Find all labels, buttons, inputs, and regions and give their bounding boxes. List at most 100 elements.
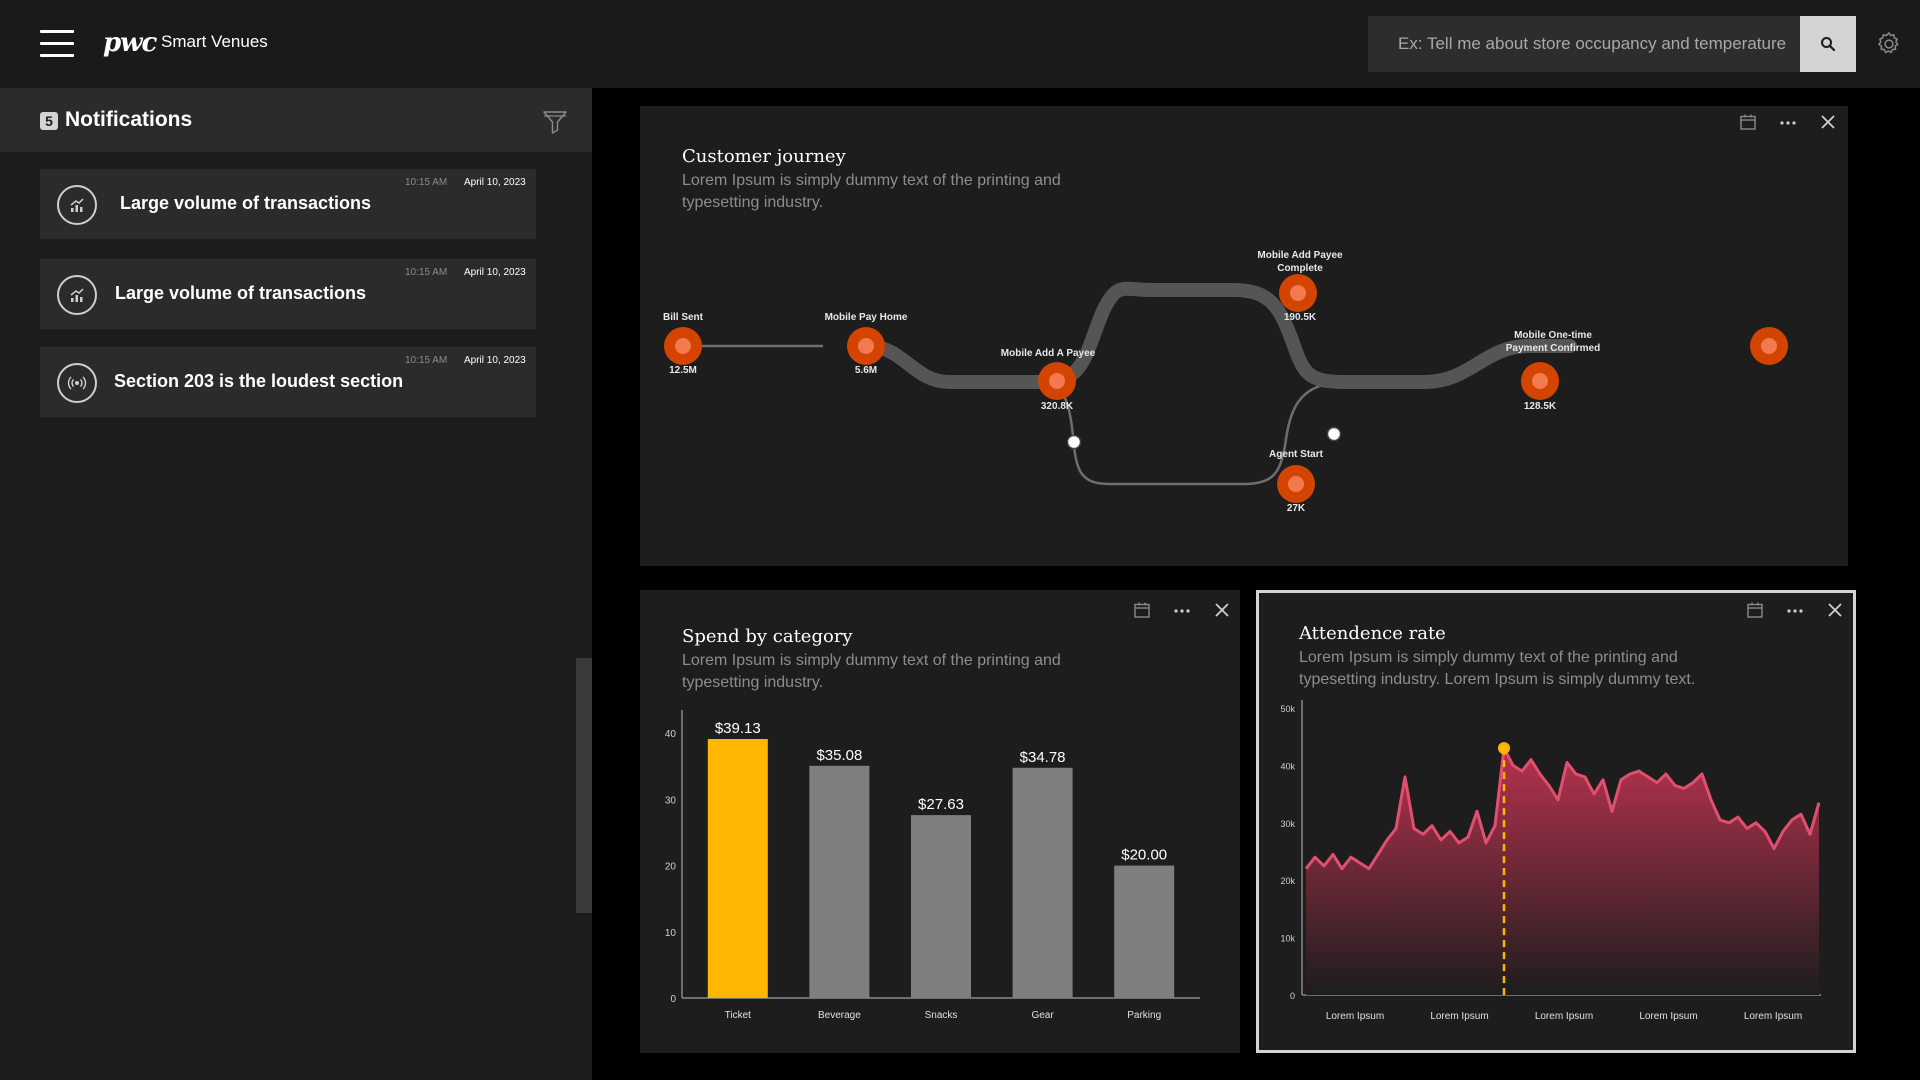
panel-toolbar bbox=[1132, 600, 1232, 620]
journey-node-label: Bill Sent bbox=[663, 312, 704, 323]
y-tick-label: 30 bbox=[665, 795, 677, 806]
panel-toolbar bbox=[1745, 600, 1845, 620]
bar bbox=[1012, 767, 1073, 998]
chart-up-icon bbox=[57, 185, 97, 225]
journey-node[interactable] bbox=[1279, 274, 1317, 312]
notification-count-badge: 5 bbox=[40, 112, 58, 130]
calendar-icon[interactable] bbox=[1745, 600, 1765, 620]
journey-node-label: Mobile Add A Payee bbox=[1001, 348, 1096, 359]
notification-date: April 10, 2023 bbox=[464, 355, 526, 366]
sidebar-scrollbar[interactable] bbox=[576, 658, 592, 913]
notifications-sidebar: 5 Notifications Large volume of transact… bbox=[0, 88, 592, 1080]
x-tick-label: Gear bbox=[1031, 1010, 1054, 1021]
notification-date: April 10, 2023 bbox=[464, 267, 526, 278]
notification-text: Large volume of transactions bbox=[115, 283, 367, 303]
panel-description: Lorem Ipsum is simply dummy text of the … bbox=[682, 172, 1061, 211]
journey-node-label: Mobile Add Payee bbox=[1257, 250, 1343, 261]
spend-bar-chart: 0 10 20 30 40 $39.13 Ticket $35.08 Beverage $27.6… bbox=[665, 710, 1200, 1021]
area-fill bbox=[1306, 748, 1819, 995]
notifications-title: Notifications bbox=[65, 108, 193, 131]
notification-card[interactable]: Large volume of transactions 10:15 AM Ap… bbox=[40, 259, 536, 329]
bar bbox=[1114, 865, 1175, 998]
panel-description: Lorem Ipsum is simply dummy text of the … bbox=[682, 652, 1061, 691]
panel-title: Attendence rate bbox=[1299, 623, 1446, 644]
app-name: Smart Venues bbox=[161, 32, 268, 51]
close-icon[interactable] bbox=[1818, 112, 1838, 132]
x-tick-label: Beverage bbox=[818, 1010, 861, 1021]
journey-node-value: 320.8K bbox=[1041, 401, 1074, 412]
journey-node-label: Mobile One-time bbox=[1514, 330, 1592, 341]
y-tick-label: 40 bbox=[665, 729, 677, 740]
journey-node-value: 128.5K bbox=[1524, 401, 1557, 412]
journey-node[interactable] bbox=[1277, 465, 1315, 503]
notification-text: Section 203 is the loudest section bbox=[114, 371, 404, 391]
x-tick-label: Parking bbox=[1127, 1010, 1161, 1021]
more-options-icon[interactable] bbox=[1778, 112, 1798, 132]
notification-card[interactable]: Large volume of transactions 10:15 AM Ap… bbox=[40, 169, 536, 239]
bar bbox=[707, 738, 768, 998]
notification-card[interactable]: Section 203 is the loudest section 10:15… bbox=[40, 347, 536, 417]
bar-value-label: $39.13 bbox=[715, 720, 761, 737]
journey-node[interactable] bbox=[1521, 362, 1559, 400]
calendar-icon[interactable] bbox=[1132, 600, 1152, 620]
x-tick-label: Lorem Ipsum bbox=[1535, 1011, 1593, 1022]
menu-icon[interactable] bbox=[40, 30, 74, 58]
bar bbox=[809, 765, 870, 998]
x-tick-label: Ticket bbox=[725, 1010, 752, 1021]
notification-time: 10:15 AM bbox=[405, 267, 448, 278]
bar-value-label: $35.08 bbox=[816, 747, 862, 764]
journey-node-label: Mobile Pay Home bbox=[825, 312, 908, 323]
more-options-icon[interactable] bbox=[1785, 600, 1805, 620]
notifications-header: 5 Notifications bbox=[0, 88, 592, 152]
notification-text: Large volume of transactions bbox=[120, 193, 372, 213]
sound-icon bbox=[57, 363, 97, 403]
search-icon bbox=[1821, 37, 1836, 52]
calendar-icon[interactable] bbox=[1738, 112, 1758, 132]
journey-node-value: 12.5M bbox=[669, 365, 697, 376]
journey-node[interactable] bbox=[664, 327, 702, 365]
journey-node-value: 190.5K bbox=[1284, 312, 1317, 323]
x-tick-label: Lorem Ipsum bbox=[1639, 1011, 1697, 1022]
panel-description: Lorem Ipsum is simply dummy text of the … bbox=[1299, 649, 1696, 688]
bar-value-label: $27.63 bbox=[918, 796, 964, 813]
journey-node-value: 5.6M bbox=[855, 365, 877, 376]
notification-time: 10:15 AM bbox=[405, 355, 448, 366]
bar-value-label: $20.00 bbox=[1121, 847, 1167, 864]
notification-time: 10:15 AM bbox=[405, 177, 448, 188]
x-tick-label: Lorem Ipsum bbox=[1430, 1011, 1488, 1022]
more-options-icon[interactable] bbox=[1172, 600, 1192, 620]
journey-flow-chart: Bill Sent 12.5M Mobile Pay Home 5.6M Mob… bbox=[663, 250, 1788, 514]
top-bar: pwc Smart Venues bbox=[0, 0, 1920, 88]
panel-title: Spend by category bbox=[682, 626, 853, 647]
bar bbox=[911, 815, 971, 998]
close-icon[interactable] bbox=[1212, 600, 1232, 620]
search-input[interactable] bbox=[1368, 16, 1800, 72]
area-line bbox=[1304, 746, 1821, 871]
journey-node[interactable] bbox=[1750, 327, 1788, 365]
y-tick-label: 0 bbox=[1290, 991, 1295, 1001]
y-tick-label: 40k bbox=[1280, 761, 1295, 771]
journey-node-value: 27K bbox=[1287, 503, 1306, 514]
chart-up-icon bbox=[57, 275, 97, 315]
y-tick-label: 20k bbox=[1280, 876, 1295, 886]
journey-node-label: Complete bbox=[1277, 263, 1323, 274]
spend-by-category-panel: Spend by category Lorem Ipsum is simply … bbox=[640, 590, 1240, 1053]
journey-node-label: Agent Start bbox=[1269, 449, 1324, 460]
panel-title: Customer journey bbox=[682, 146, 846, 167]
pwc-logo: pwc bbox=[103, 28, 157, 58]
journey-node[interactable] bbox=[1038, 362, 1076, 400]
journey-node[interactable] bbox=[847, 327, 885, 365]
journey-node-label: Payment Confirmed bbox=[1506, 343, 1600, 354]
panel-toolbar bbox=[1738, 112, 1838, 132]
y-tick-label: 30k bbox=[1280, 819, 1295, 829]
x-tick-label: Snacks bbox=[925, 1010, 958, 1021]
y-tick-label: 50k bbox=[1280, 704, 1295, 714]
customer-journey-panel: Customer journey Lorem Ipsum is simply d… bbox=[640, 106, 1848, 566]
gear-icon[interactable] bbox=[1876, 31, 1902, 57]
close-icon[interactable] bbox=[1825, 600, 1845, 620]
y-tick-label: 10k bbox=[1280, 934, 1295, 944]
search-button[interactable] bbox=[1800, 16, 1856, 72]
y-tick-label: 0 bbox=[670, 994, 676, 1005]
filter-icon[interactable] bbox=[541, 108, 569, 136]
y-tick-label: 10 bbox=[665, 928, 677, 939]
